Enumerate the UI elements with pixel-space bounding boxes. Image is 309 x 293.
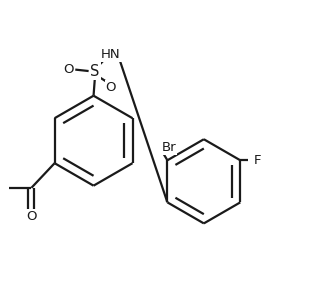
Text: HN: HN [101,48,121,61]
Text: S: S [90,64,100,79]
Text: O: O [26,210,37,223]
Text: O: O [106,81,116,94]
Text: O: O [64,63,74,76]
Text: Br: Br [162,141,176,154]
Text: F: F [254,154,262,167]
